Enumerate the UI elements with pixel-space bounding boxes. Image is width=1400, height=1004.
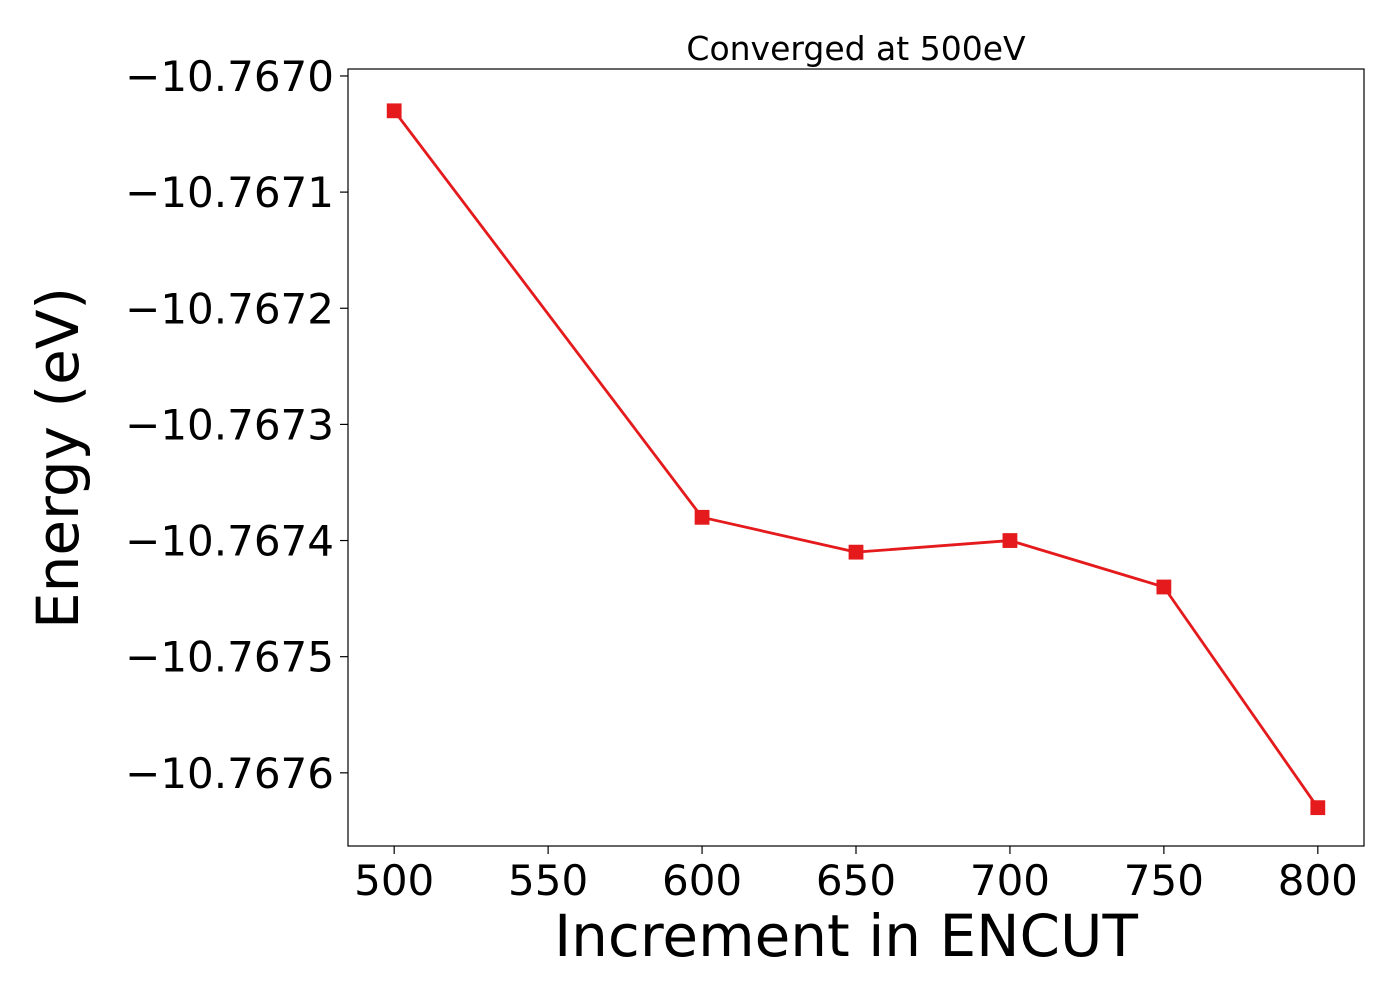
chart-title: Converged at 500eV [686,29,1026,68]
data-point-marker [386,103,402,119]
y-axis-label: Energy (eV) [24,287,92,629]
y-tick-label: −10.7670 [125,52,334,101]
series-layer [386,103,1326,816]
y-tick-label: −10.7674 [125,517,334,566]
x-tick-label: 800 [1278,856,1358,905]
data-point-marker [848,544,864,560]
x-tick-label: 600 [662,856,742,905]
x-ticks: 500 550 600 650 700 750 800 [354,846,1358,905]
data-point-marker [1310,800,1326,816]
x-tick-label: 500 [354,856,434,905]
series-line [393,109,1319,809]
data-point-marker [1002,533,1018,548]
y-tick-label: −10.7676 [125,749,334,798]
data-point-marker [694,509,710,525]
y-tick-label: −10.7671 [125,168,334,217]
y-tick-label: −10.7673 [125,400,334,449]
x-axis-label: Increment in ENCUT [554,902,1138,970]
y-tick-label: −10.7672 [125,284,334,333]
x-tick-label: 750 [1124,856,1204,905]
x-tick-label: 550 [508,856,588,905]
plot-frame [347,68,1365,847]
data-point-marker [1156,579,1172,595]
x-tick-label: 700 [970,856,1050,905]
x-tick-label: 650 [816,856,896,905]
y-ticks: −10.7670 −10.7671 −10.7672 −10.7673 −10.7674… [125,52,348,798]
y-tick-label: −10.7675 [125,633,334,682]
